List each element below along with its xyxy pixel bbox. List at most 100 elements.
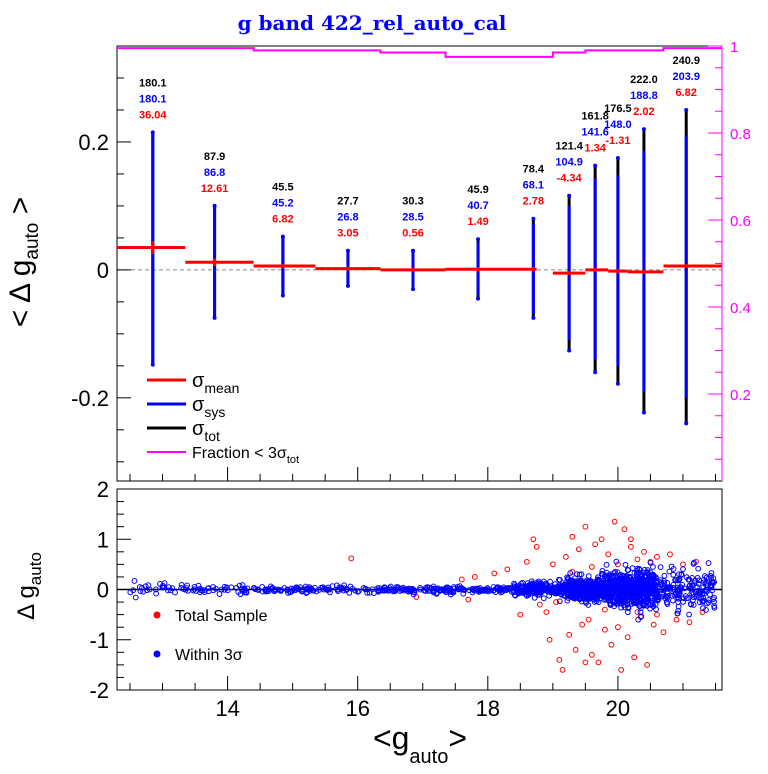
bin-label-sys: 203.9: [672, 71, 700, 83]
bin-label-total: 176.5: [604, 103, 632, 115]
scatter-point-within-3sigma: [167, 587, 174, 594]
x-axis-title-close: >: [448, 720, 467, 756]
scatter-point-within-3sigma: [688, 585, 695, 592]
scatter-point-within-3sigma: [687, 601, 694, 607]
scatter-point-within-3sigma: [191, 586, 198, 593]
scatter-point-within-3sigma: [525, 589, 532, 595]
scatter-point-within-3sigma: [564, 597, 571, 604]
scatter-point-total-sample: [491, 570, 498, 577]
svg-text:Δ gauto: Δ gauto: [13, 552, 45, 620]
scatter-point-within-3sigma: [233, 585, 240, 591]
scatter-point-within-3sigma: [535, 582, 542, 589]
scatter-point-within-3sigma: [673, 577, 680, 583]
scatter-point-within-3sigma: [303, 590, 310, 596]
scatter-point-within-3sigma: [699, 598, 706, 605]
scatter-point-total-sample: [667, 551, 673, 558]
scatter-point-within-3sigma: [319, 584, 326, 591]
scatter-point-within-3sigma: [430, 583, 437, 590]
top-y-tick-label: 0: [97, 258, 109, 283]
scatter-point-within-3sigma: [197, 585, 204, 592]
scatter-point-within-3sigma: [633, 582, 639, 589]
scatter-point-within-3sigma: [706, 591, 713, 598]
bin-label-mean: 2.78: [523, 196, 544, 208]
scatter-point-within-3sigma: [590, 582, 597, 589]
bin-label-sys: 86.8: [204, 167, 225, 179]
errorbar-cap-top: [476, 237, 481, 242]
scatter-point-within-3sigma: [615, 595, 621, 602]
errorbar-cap-bottom: [531, 315, 536, 320]
scatter-point-within-3sigma: [705, 599, 712, 606]
scatter-point-within-3sigma: [613, 558, 620, 565]
scatter-point-within-3sigma: [626, 593, 632, 600]
scatter-point-total-sample: [641, 548, 647, 555]
scatter-point-within-3sigma: [487, 587, 493, 594]
scatter-point-within-3sigma: [695, 565, 702, 572]
scatter-point-total-sample: [348, 555, 355, 562]
bin-label-sys: 28.5: [402, 212, 423, 224]
scatter-point-within-3sigma: [637, 605, 644, 612]
top-y-axis-title-sub: auto: [22, 223, 43, 260]
scatter-point-within-3sigma: [620, 582, 627, 588]
scatter-point-within-3sigma: [411, 587, 418, 594]
scatter-point-within-3sigma: [574, 581, 580, 588]
scatter-point-within-3sigma: [675, 603, 682, 610]
bottom-y-tick-label: 1: [97, 527, 109, 552]
scatter-point-total-sample: [572, 646, 579, 653]
scatter-point-within-3sigma: [195, 582, 202, 589]
scatter-point-within-3sigma: [648, 580, 655, 586]
scatter-point-within-3sigma: [604, 596, 611, 602]
scatter-point-within-3sigma: [567, 578, 574, 585]
bin-label-sys: 141.6: [581, 127, 609, 139]
scatter-point-within-3sigma: [611, 588, 618, 594]
scatter-point-within-3sigma: [711, 604, 718, 611]
scatter-point-within-3sigma: [692, 577, 698, 584]
scatter-point-total-sample: [615, 561, 621, 568]
scatter-point-total-sample: [686, 619, 693, 626]
legend-label-within: Within 3σ: [175, 647, 243, 664]
bin-label-total: 180.1: [139, 77, 167, 89]
scatter-point-total-sample: [562, 553, 569, 560]
scatter-point-total-sample: [504, 566, 511, 573]
scatter-point-within-3sigma: [644, 567, 651, 573]
scatter-point-within-3sigma: [252, 586, 259, 593]
scatter-point-within-3sigma: [517, 583, 524, 590]
scatter-point-total-sample: [605, 551, 612, 558]
errorbar-cap-bottom: [280, 293, 285, 298]
scatter-point-within-3sigma: [607, 581, 613, 588]
scatter-point-within-3sigma: [241, 585, 248, 592]
scatter-point-within-3sigma: [481, 587, 488, 594]
legend-label-sys: σsys: [192, 394, 225, 420]
scatter-point-within-3sigma: [666, 568, 673, 575]
scatter-point-within-3sigma: [531, 594, 538, 601]
errorbar-cap-bottom: [641, 410, 646, 415]
scatter-point-within-3sigma: [710, 596, 717, 603]
bin-label-total: 121.4: [555, 141, 583, 153]
errorbar-cap-top: [615, 155, 620, 160]
scatter-point-total-sample: [598, 536, 605, 543]
scatter-point-within-3sigma: [326, 586, 333, 593]
scatter-point-within-3sigma: [216, 591, 223, 597]
scatter-point-total-sample: [595, 659, 602, 666]
scatter-point-within-3sigma: [649, 571, 656, 578]
scatter-point-within-3sigma: [648, 595, 655, 602]
scatter-point-total-sample: [553, 599, 560, 605]
scatter-point-total-sample: [559, 667, 566, 673]
scatter-point-within-3sigma: [224, 587, 231, 594]
scatter-point-within-3sigma: [430, 589, 437, 596]
scatter-point-within-3sigma: [660, 587, 667, 594]
scatter-point-total-sample: [530, 536, 537, 543]
scatter-point-within-3sigma: [581, 588, 588, 595]
top-panel-plot-area: [117, 45, 723, 481]
scatter-point-within-3sigma: [178, 581, 185, 588]
scatter-point-within-3sigma: [397, 588, 403, 594]
scatter-point-total-sample: [644, 661, 651, 668]
scatter-point-total-sample: [634, 556, 641, 563]
scatter-point-within-3sigma: [641, 577, 648, 584]
scatter-point-within-3sigma: [450, 588, 457, 595]
scatter-point-total-sample: [517, 611, 524, 618]
scatter-point-within-3sigma: [705, 560, 712, 566]
legend-sub-mean: mean: [204, 380, 239, 396]
top-y-axis-title-main: < Δ g: [4, 260, 37, 328]
errorbar-cap-top: [345, 248, 350, 253]
